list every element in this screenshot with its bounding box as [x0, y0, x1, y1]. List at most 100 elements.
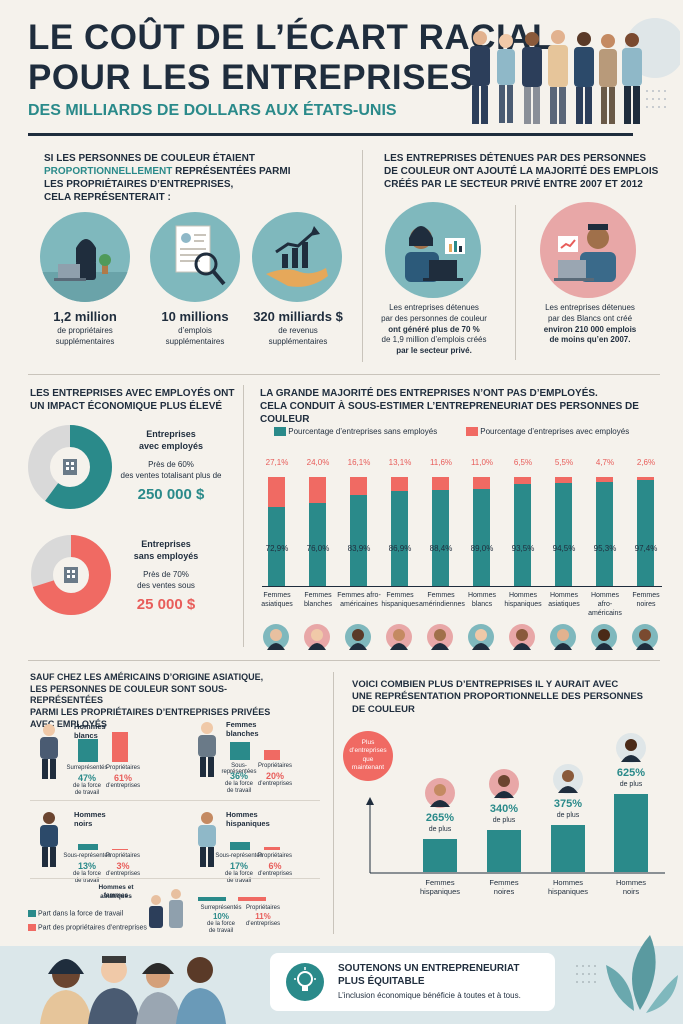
bar-with-employees — [350, 477, 367, 495]
bar-without-employees — [309, 503, 326, 586]
labor-desc-1: de la force — [72, 783, 102, 789]
bar-without-employees — [391, 491, 408, 586]
more-bar-value: 340% — [489, 802, 519, 815]
leaves-decoration — [576, 935, 678, 1013]
labor-desc-2: de travail — [74, 878, 100, 884]
person-avatar-icon — [616, 733, 646, 763]
bar-label-without: 72,9% — [265, 544, 289, 553]
bar-with-employees — [637, 477, 654, 480]
labor-desc-1: de la force — [224, 781, 254, 787]
section5-heading-line: PARMI LES PROPRIÉTAIRES D’ENTREPRISES PR… — [30, 707, 271, 718]
category-label: Femmes hispaniques — [381, 592, 419, 608]
stat-desc-line: de revenus — [278, 326, 318, 335]
without-title: Entreprises — [141, 539, 191, 549]
person-avatar-icon — [304, 624, 330, 650]
right-top-label: Propriétaires — [105, 765, 140, 771]
section1-heading-line: PROPORTIONNELLEMENT REPRÉSENTÉES PARMI — [44, 165, 344, 178]
section2-left-text: Les entreprises détenues par des personn… — [372, 303, 496, 357]
donut-without-employees — [31, 535, 111, 615]
bar-label-with: 13,1% — [388, 458, 412, 467]
bar-label-without: 76,0% — [306, 544, 330, 553]
right-top-label: Propriétaires — [105, 853, 140, 859]
labor-pct: 13% — [77, 861, 96, 871]
bar-with-employees — [309, 477, 326, 504]
labor-pct: 36% — [229, 771, 248, 781]
bar-with-employees — [268, 477, 285, 507]
section5-heading-line: AVEC EMPLOYÉS — [30, 718, 107, 729]
column-divider — [362, 150, 363, 362]
people-footer-illustration — [40, 956, 226, 1024]
more-category-label: noirs — [622, 887, 640, 896]
labor-pct: 17% — [229, 861, 248, 871]
resume-magnifier-icon — [175, 225, 226, 286]
owner-desc: d’entreprises — [257, 871, 293, 877]
text-line: Les entreprises détenues — [545, 303, 635, 312]
bar-owner-share — [264, 847, 280, 850]
column-divider — [333, 672, 334, 934]
bar-labor-share — [230, 841, 250, 850]
bar-label-with: 2,6% — [636, 458, 656, 467]
cta-title-line: SOUTENONS UN ENTREPRENEURIAT — [338, 963, 520, 974]
owner-desc: d’entreprises — [105, 871, 141, 877]
bar-without-employees — [268, 506, 285, 586]
person-avatar-icon — [386, 624, 412, 650]
person-avatar-icon — [345, 624, 371, 650]
diverse-people-illustration — [470, 18, 680, 124]
category-label: Femmes afro-américaines — [337, 592, 381, 608]
stat-value: 320 milliards $ — [253, 309, 343, 324]
more-category-label: Hommes — [552, 878, 583, 887]
legend-label: Part des propriétaires d’entreprises — [37, 924, 147, 932]
category-label: Femmes asiatiques — [261, 592, 293, 608]
with-line: Près de 60% — [148, 460, 194, 470]
woman-laptop-circle — [385, 202, 481, 298]
labor-desc-1: de la force — [206, 921, 236, 927]
stacked-bar-chart: 27,1% 72,9% Femmes asiatiques 24,0% 76,0% Fem… — [0, 0, 683, 650]
text-line: environ 210 000 emplois — [543, 324, 637, 334]
bar-with-employees — [514, 477, 531, 485]
man-laptop-circle — [540, 202, 636, 298]
stat-value: 1,2 million — [53, 309, 117, 324]
chart-axes — [366, 797, 665, 874]
category-label: Hommes hispaniques — [504, 592, 542, 608]
section3-heading-line: LES ENTREPRISES AVEC EMPLOYÉS ONT — [30, 388, 235, 399]
more-businesses-chart: 265% de plus Femmes hispaniques 340% de plus F… — [0, 0, 648, 896]
section4-heading-line: LA GRANDE MAJORITÉ DES ENTREPRISES N’ONT… — [260, 388, 598, 399]
left-top-label: Sous-représentées — [221, 763, 257, 775]
group-divider — [30, 800, 320, 801]
bar-label-with: 16,1% — [347, 458, 371, 467]
title-line-2: POUR LES ENTREPRISES — [28, 58, 474, 97]
bar-owner-share — [112, 732, 128, 762]
bar-label-with: 24,0% — [306, 458, 330, 467]
stat-desc: de propriétaires supplémentaires — [35, 326, 135, 348]
text-line: par des personnes de couleur — [381, 313, 487, 323]
section-divider — [28, 660, 660, 661]
group-name: Hommes et femmes — [98, 884, 134, 900]
text-line: de moins qu’en 2007. — [549, 335, 631, 345]
representation-groups: Hommes blancs Surreprésentés 47% de la forc… — [0, 0, 320, 934]
person-avatar-icon — [427, 624, 453, 650]
owner-desc: d’entreprises — [245, 921, 281, 927]
bar-label-without: 89,0% — [470, 544, 494, 553]
section2-heading: LES ENTREPRISES DÉTENUES PAR DES PERSONN… — [384, 152, 674, 191]
section2-heading-line: CRÉÉS PAR LE SECTEUR PRIVÉ ENTRE 2007 ET… — [384, 179, 643, 190]
bar-labor-share — [230, 742, 250, 760]
stat-desc-line: supplémentaires — [268, 336, 328, 346]
section1-heading-line: LES PROPRIÉTAIRES D’ENTREPRISES, — [44, 179, 234, 190]
person-figure-icon — [198, 812, 216, 867]
without-amount: 25 000 $ — [136, 596, 196, 613]
legend-swatch-coral — [28, 924, 36, 931]
legend-owners: Part des propriétaires d’entreprises — [28, 924, 147, 931]
more-bar — [551, 825, 585, 872]
owner-desc: d’entreprises — [257, 781, 293, 787]
bar-labor-share — [78, 843, 98, 850]
bar-label-with: 27,1% — [265, 458, 289, 467]
woman-laptop-icon — [405, 226, 465, 282]
bar-owner-share — [264, 750, 280, 760]
labor-desc-1: de la force — [72, 871, 102, 877]
right-top-label: Propriétaires — [257, 853, 292, 859]
more-category-label: hispaniques — [419, 887, 461, 896]
section5-heading-line: SAUF CHEZ LES AMÉRICAINS D’ORIGINE ASIAT… — [30, 672, 264, 682]
category-label: Femmes noires — [632, 592, 660, 608]
person-avatar-icon — [553, 764, 583, 795]
with-employees-block: Entreprises avec employés Près de 60% de… — [116, 428, 226, 482]
